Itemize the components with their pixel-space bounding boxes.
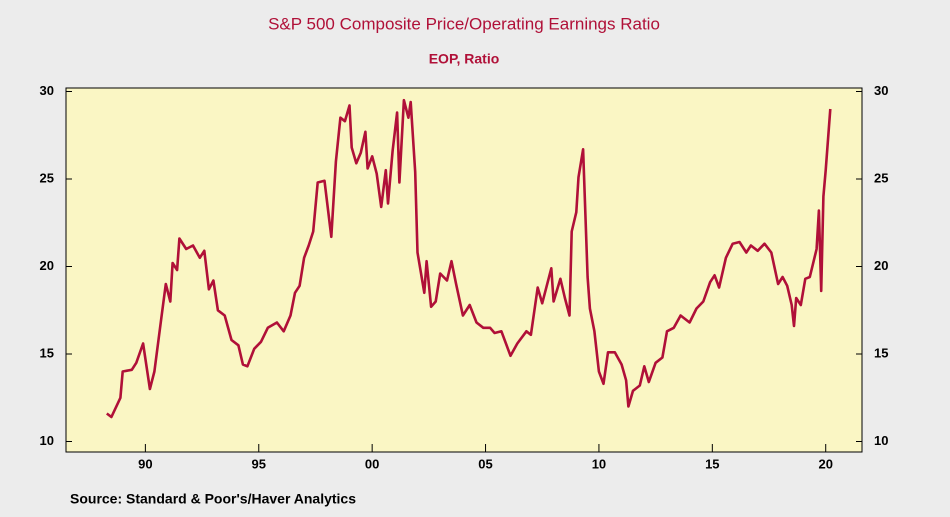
series-line <box>106 98 832 419</box>
y-tick-label: 30 <box>40 83 54 98</box>
chart-subtitle: EOP, Ratio <box>429 51 500 67</box>
y-tick-label: 15 <box>40 345 54 360</box>
y2-tick-label: 15 <box>874 345 888 360</box>
chart-title: S&P 500 Composite Price/Operating Earnin… <box>268 14 660 33</box>
y2-tick-label: 10 <box>874 433 888 448</box>
plot-area <box>65 87 863 453</box>
y-tick-label: 10 <box>40 433 54 448</box>
source-note: Source: Standard & Poor's/Haver Analytic… <box>70 491 356 507</box>
x-tick-label: 90 <box>138 456 152 471</box>
y-tick-label: 20 <box>40 258 54 273</box>
y-tick-label: 25 <box>40 170 54 185</box>
x-tick-label: 20 <box>818 456 832 471</box>
x-tick-label: 95 <box>252 456 266 471</box>
x-tick-label: 10 <box>592 456 606 471</box>
x-tick-label: 15 <box>705 456 719 471</box>
y2-tick-label: 20 <box>874 258 888 273</box>
y2-tick-label: 30 <box>874 83 888 98</box>
y2-tick-label: 25 <box>874 170 888 185</box>
x-tick-label: 05 <box>478 456 492 471</box>
x-tick-label: 00 <box>365 456 379 471</box>
